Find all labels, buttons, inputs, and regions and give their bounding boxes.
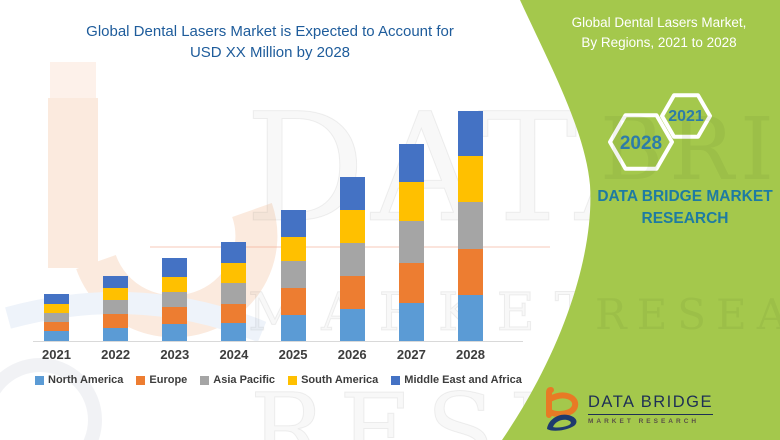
side-panel-title-line2: By Regions, 2021 to 2028: [581, 35, 737, 51]
footer-logo-brand: DATA BRIDGE: [588, 393, 713, 415]
x-axis-line: [33, 341, 523, 342]
bar-segment-2026-south-america: [339, 210, 365, 243]
side-panel-title-line1: Global Dental Lasers Market,: [571, 15, 747, 30]
bar-segment-2024-europe: [221, 304, 247, 323]
bar-segment-2026-middle-east-and-africa: [339, 177, 365, 210]
legend-swatch-icon: [136, 375, 146, 385]
bar-segment-2022-middle-east-and-africa: [103, 276, 129, 288]
footer-logo: DATA BRIDGE MARKET RESEARCH: [545, 387, 713, 433]
legend-swatch-icon: [288, 375, 298, 385]
bar-segment-2022-asia-pacific: [103, 300, 129, 314]
x-axis-label-2027: 2027: [396, 347, 426, 362]
bar-segment-2024-south-america: [221, 263, 247, 283]
bar-2025: [280, 210, 306, 341]
hexagon-year-2028: 2028: [619, 133, 663, 154]
bar-segment-2023-north-america: [162, 324, 188, 341]
bar-segment-2021-asia-pacific: [44, 313, 69, 322]
bar-segment-2023-europe: [162, 307, 188, 324]
legend-swatch-icon: [391, 375, 401, 385]
footer-logo-sub: MARKET RESEARCH: [588, 417, 700, 425]
chart-title-line1: Global Dental Lasers Market is Expected …: [86, 23, 454, 40]
bar-segment-2025-north-america: [280, 315, 306, 341]
bar-segment-2022-south-america: [103, 288, 129, 300]
bar-segment-2025-south-america: [280, 237, 306, 261]
legend-item-north-america: North America: [35, 374, 123, 386]
bar-segment-2028-north-america: [457, 295, 483, 341]
x-axis-label-2028: 2028: [456, 347, 485, 362]
bar-segment-2028-south-america: [457, 156, 483, 202]
bar-segment-2028-asia-pacific: [457, 202, 483, 249]
bar-segment-2027-middle-east-and-africa: [398, 144, 424, 182]
bar-segment-2023-middle-east-and-africa: [162, 258, 188, 277]
bar-segment-2022-north-america: [103, 328, 129, 341]
x-axis-label-2021: 2021: [42, 347, 71, 362]
chart-title-line2: USD XX Million by 2028: [189, 44, 351, 62]
bar-segment-2027-asia-pacific: [398, 221, 424, 263]
side-panel-title: Global Dental Lasers Market, By Regions,…: [545, 13, 773, 54]
side-panel-brand-text: DATA BRIDGE MARKET RESEARCH: [578, 186, 780, 229]
bar-2021: [44, 294, 69, 341]
x-axis-label-2026: 2026: [337, 347, 367, 362]
x-axis-labels: 2021 2022 2023 2024 2025 2026 2027 2028: [27, 347, 500, 362]
bar-2027: [398, 144, 424, 341]
legend-label: Europe: [149, 374, 188, 386]
bar-2026: [339, 177, 365, 341]
x-axis-label-2025: 2025: [278, 347, 308, 362]
bar-segment-2027-north-america: [398, 303, 424, 341]
bar-segment-2027-south-america: [398, 182, 424, 221]
bar-segment-2025-middle-east-and-africa: [280, 210, 306, 237]
legend-item-middle-east-and-africa: Middle East and Africa: [391, 374, 522, 386]
bar-2023: [162, 258, 188, 341]
bar-segment-2025-asia-pacific: [280, 261, 306, 288]
legend-item-south-america: South America: [288, 374, 378, 386]
side-panel-brand-line1: DATA BRIDGE MARKET: [597, 188, 773, 205]
bar-segment-2021-middle-east-and-africa: [44, 294, 69, 304]
data-bridge-logo-icon: [546, 387, 579, 431]
bar-2024: [221, 242, 247, 341]
legend-label: Middle East and Africa: [404, 374, 522, 386]
chart-title: Global Dental Lasers Market is Expected …: [40, 21, 500, 64]
bar-segment-2024-north-america: [221, 323, 247, 341]
x-axis-label-2023: 2023: [160, 347, 190, 362]
bar-segment-2028-europe: [457, 249, 483, 295]
plot-bars: [44, 109, 483, 341]
bar-segment-2026-europe: [339, 276, 365, 309]
bar-segment-2023-south-america: [162, 277, 188, 292]
bar-2022: [103, 276, 129, 341]
legend-label: North America: [48, 374, 124, 386]
bar-segment-2026-asia-pacific: [339, 243, 365, 276]
legend-item-europe: Europe: [136, 374, 187, 386]
bar-segment-2022-europe: [103, 314, 129, 328]
bar-2028: [457, 111, 483, 341]
bar-segment-2023-asia-pacific: [162, 292, 188, 307]
hexagon-year-2021: 2021: [668, 108, 704, 125]
legend: North America Europe Asia Pacific South Ame…: [35, 374, 522, 386]
legend-swatch-icon: [35, 375, 44, 385]
legend-swatch-icon: [200, 375, 210, 385]
bar-segment-2025-europe: [280, 288, 306, 315]
x-axis-label-2022: 2022: [101, 347, 131, 362]
bar-segment-2026-north-america: [339, 309, 365, 341]
footer-logo-text: DATA BRIDGE MARKET RESEARCH: [588, 393, 713, 433]
legend-item-asia-pacific: Asia Pacific: [200, 374, 275, 386]
legend-label: South America: [301, 374, 379, 386]
bar-segment-2021-south-america: [44, 304, 69, 313]
bar-segment-2027-europe: [398, 263, 424, 303]
bar-segment-2024-asia-pacific: [221, 283, 247, 304]
side-panel-brand-line2: RESEARCH: [641, 209, 729, 227]
x-axis-label-2024: 2024: [219, 347, 249, 362]
legend-label: Asia Pacific: [213, 374, 276, 386]
bar-segment-2021-north-america: [44, 331, 69, 341]
bar-segment-2021-europe: [44, 322, 69, 331]
bar-segment-2024-middle-east-and-africa: [221, 242, 247, 263]
bar-segment-2028-middle-east-and-africa: [457, 111, 483, 156]
